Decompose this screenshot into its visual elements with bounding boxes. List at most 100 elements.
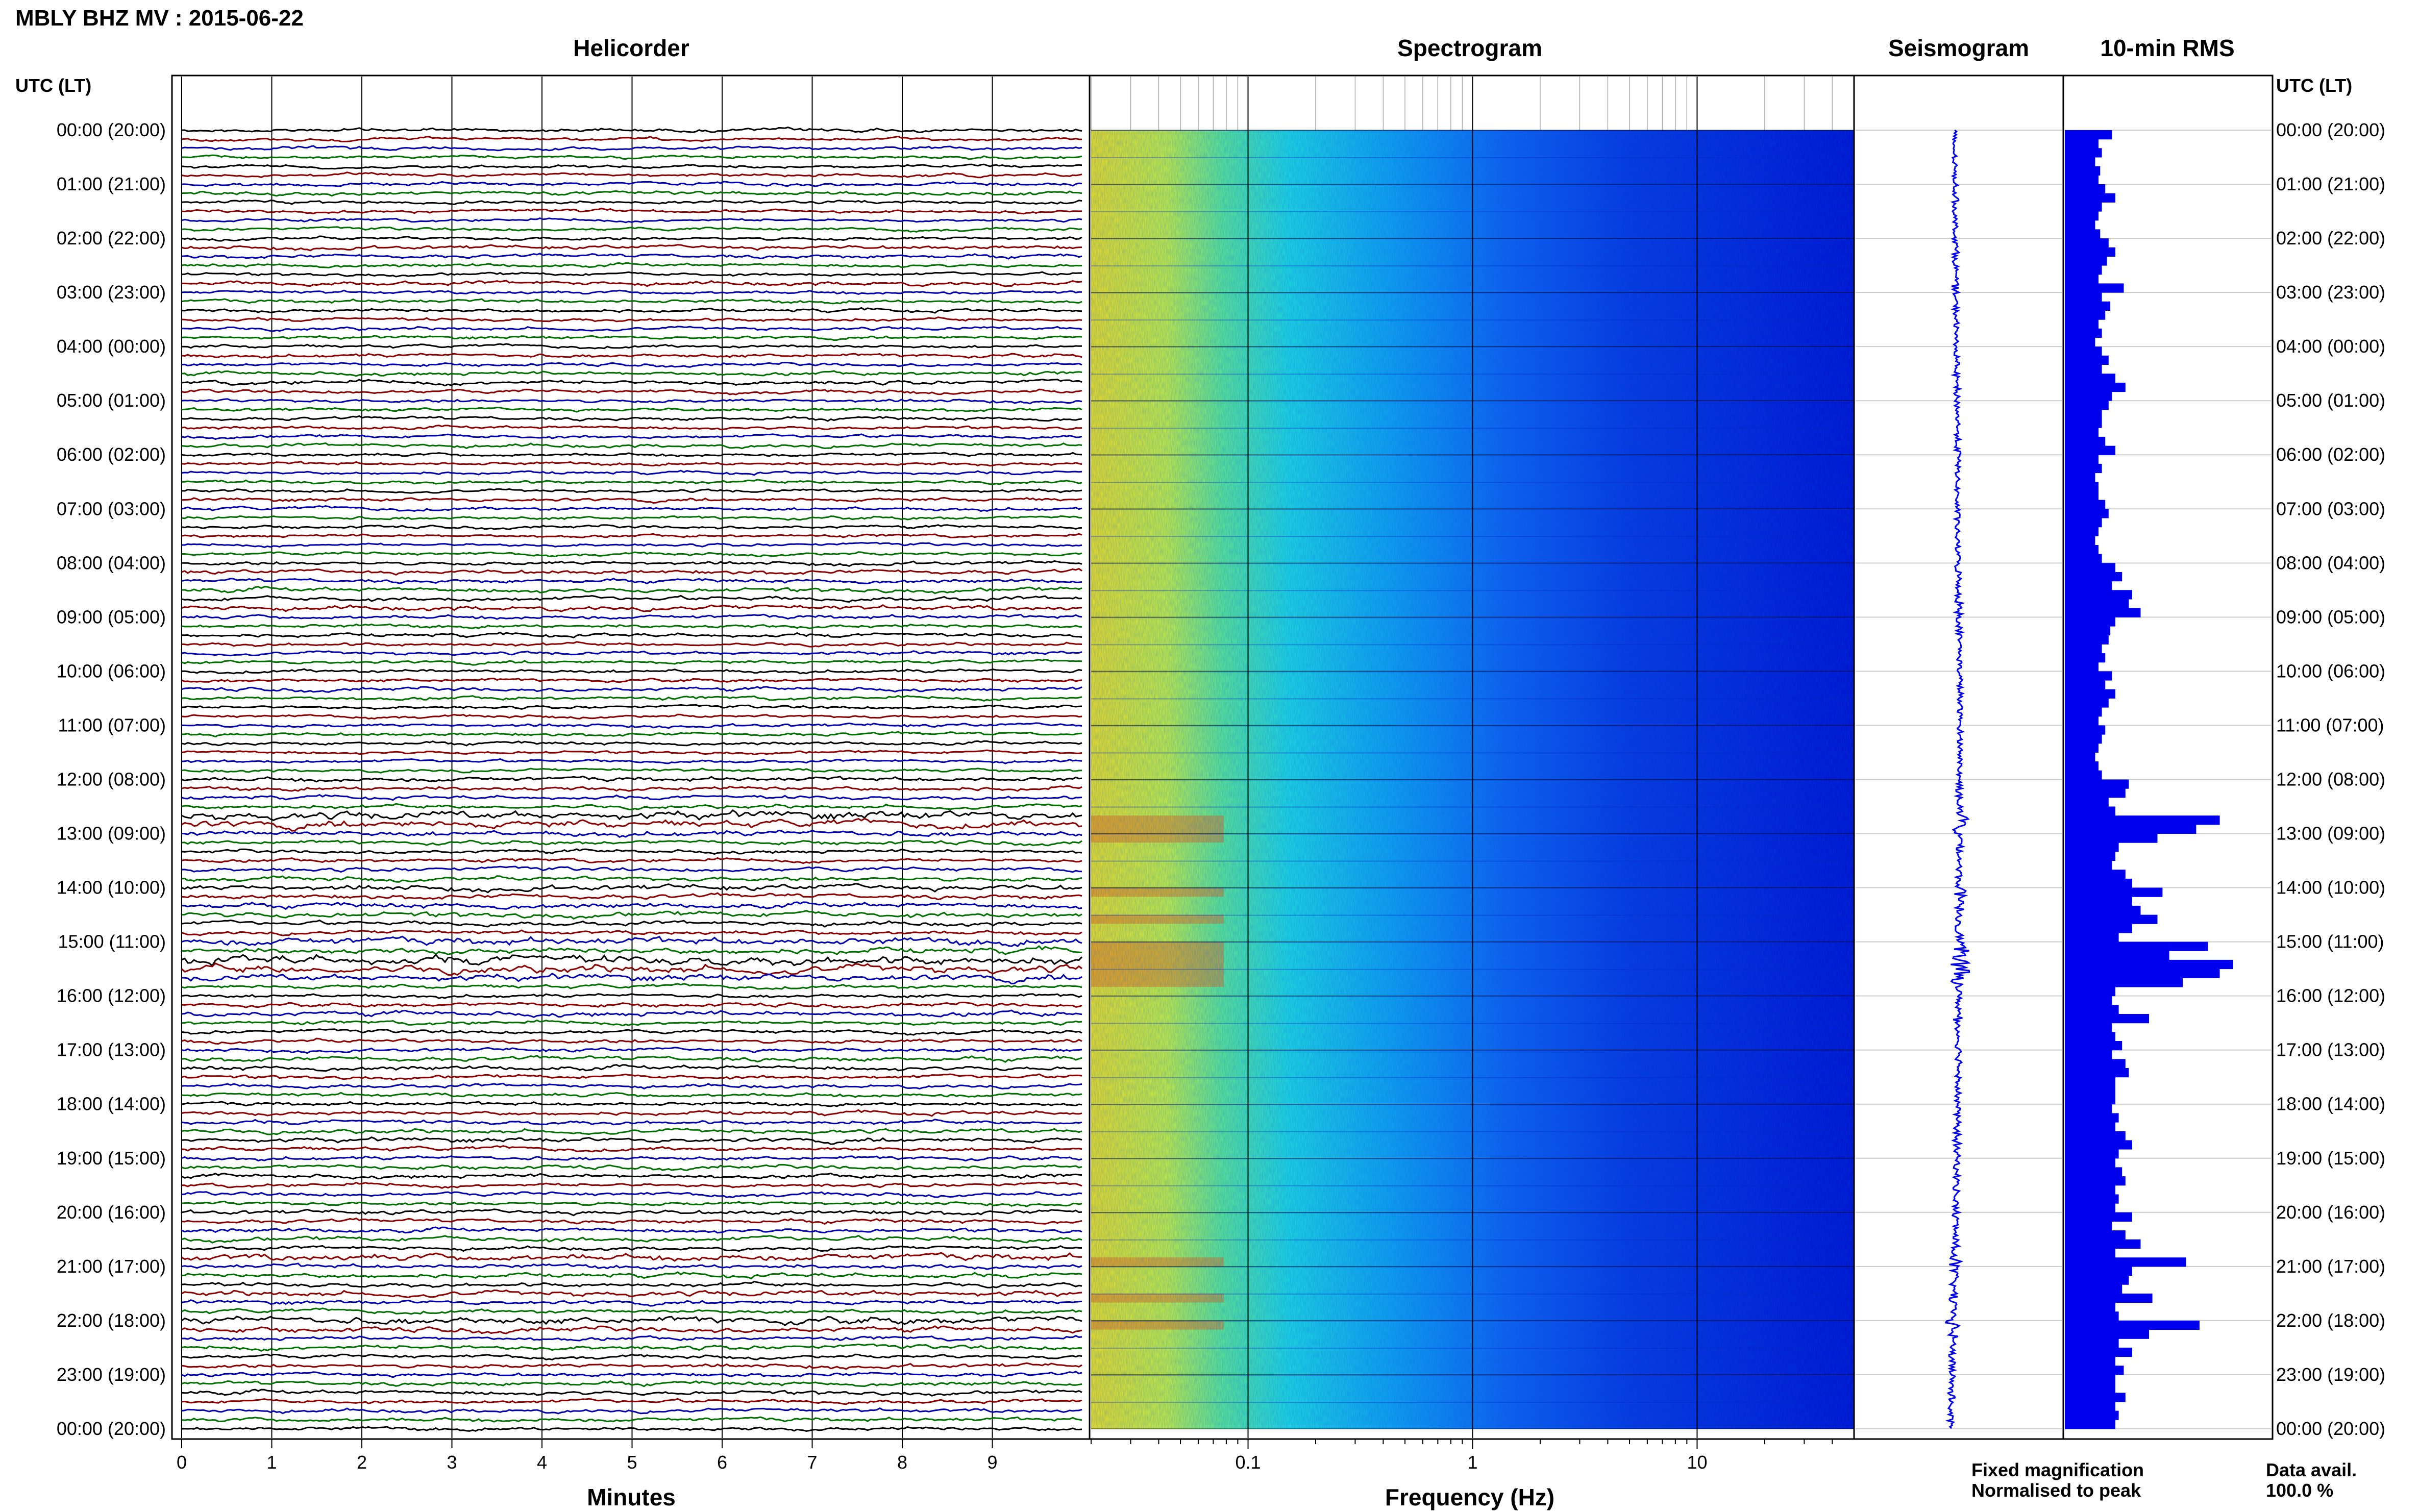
helicorder-trace [181, 919, 1082, 928]
minute-tick-label: 2 [357, 1452, 367, 1473]
helicorder-trace [181, 695, 1082, 702]
time-label-left: 13:00 (09:00) [57, 823, 166, 844]
rms-bar [2065, 1158, 2115, 1168]
rms-bar [2065, 617, 2115, 627]
time-label-right: 04:00 (00:00) [2276, 336, 2385, 357]
helicorder-trace [181, 1028, 1082, 1036]
helicorder-trace [181, 1047, 1082, 1054]
helicorder-trace [181, 253, 1082, 260]
helicorder-trace [181, 1064, 1082, 1072]
rms-bar [2065, 1311, 2119, 1321]
helicorder-trace [181, 1316, 1082, 1326]
rms-bar [2065, 527, 2099, 536]
rms-bar [2065, 500, 2106, 509]
rms-bar [2065, 1366, 2124, 1375]
rms-bar [2065, 355, 2109, 365]
freq-tick-label: 0.1 [1236, 1452, 1261, 1473]
time-label-left: 12:00 (08:00) [57, 769, 166, 789]
time-label-right: 02:00 (22:00) [2276, 228, 2385, 249]
helicorder-trace [181, 271, 1082, 278]
time-label-right: 17:00 (13:00) [2276, 1039, 2385, 1060]
rms-bar [2065, 815, 2220, 825]
helicorder-trace [181, 857, 1082, 864]
rms-bar [2065, 1149, 2119, 1159]
freq-tick-label: 10 [1687, 1452, 1707, 1473]
helicorder-trace [181, 1092, 1082, 1098]
rms-bar [2065, 1393, 2126, 1402]
rms-bar [2065, 987, 2115, 997]
rms-bar [2065, 924, 2132, 933]
helicorder-trace [181, 983, 1082, 990]
minute-tick-label: 6 [717, 1452, 727, 1473]
helicorder-trace [182, 631, 1082, 639]
helicorder-trace [181, 1426, 1082, 1432]
helicorder-x-label: Minutes [587, 1484, 676, 1510]
time-label-left: 23:00 (19:00) [57, 1364, 166, 1385]
rms-bar [2065, 1140, 2132, 1150]
helicorder-trace [181, 343, 1082, 350]
rms-bar [2065, 870, 2126, 879]
time-label-right: 22:00 (18:00) [2276, 1310, 2385, 1331]
helicorder-trace [181, 785, 1082, 792]
helicorder-trace [181, 289, 1082, 295]
rms-bar [2065, 797, 2109, 807]
helicorder-frame [171, 75, 1091, 1440]
time-label-left: 20:00 (16:00) [57, 1202, 166, 1223]
seismogram-trace [1944, 129, 1971, 1429]
rms-bar [2065, 1185, 2115, 1195]
time-label-left: 19:00 (15:00) [57, 1148, 166, 1169]
rms-bar [2065, 130, 2112, 140]
helicorder-trace [181, 1119, 1082, 1126]
helicorder-trace [181, 910, 1082, 920]
time-label-left: 04:00 (00:00) [57, 336, 166, 357]
helicorder-trace [181, 1262, 1082, 1270]
rms-bar [2065, 1032, 2115, 1042]
freq-tick-label: 1 [1467, 1452, 1477, 1473]
helicorder-trace [181, 775, 1082, 783]
helicorder-trace [181, 469, 1082, 476]
rms-bar [2065, 1167, 2122, 1177]
rms-bar [2065, 418, 2102, 428]
rms-bar [2065, 680, 2106, 690]
time-label-right: 21:00 (17:00) [2276, 1256, 2385, 1277]
helicorder-trace [181, 415, 1082, 422]
rms-bar [2065, 599, 2129, 609]
time-label-right: 20:00 (16:00) [2276, 1202, 2385, 1223]
helicorder-trace [181, 208, 1082, 215]
rms-bar [2065, 148, 2102, 158]
helicorder-trace [181, 1136, 1082, 1145]
rms-bar [2065, 1059, 2126, 1069]
left-time-labels: 00:00 (20:00) 01:00 (21:00) 02:00 (22:00) 0… [57, 119, 166, 1439]
rms-bar [2065, 473, 2095, 482]
rms-bar [2065, 455, 2099, 464]
minute-tick-label: 4 [537, 1452, 547, 1473]
helicorder-trace [181, 650, 1082, 657]
figure-title: MBLY BHZ MV : 2015-06-22 [15, 6, 304, 31]
rms-bar [2065, 139, 2099, 148]
time-label-left: 02:00 (22:00) [57, 228, 166, 249]
time-label-left: 00:00 (20:00) [57, 119, 166, 140]
helicorder-trace [181, 244, 1082, 252]
helicorder-trace [181, 713, 1082, 720]
rms-bar [2065, 698, 2109, 708]
rms-bar [2065, 211, 2099, 221]
rms-bar [2065, 319, 2099, 329]
helicorder-trace [181, 962, 1082, 976]
helicorder-trace [181, 217, 1082, 224]
helicorder-trace [181, 307, 1082, 314]
rms-bar [2065, 166, 2101, 176]
time-label-right: 03:00 (23:00) [2276, 282, 2385, 303]
rms-bar [2065, 608, 2141, 617]
rms-bar [2065, 743, 2099, 753]
rms-bar [2065, 247, 2115, 257]
helicorder-title: Helicorder [573, 35, 689, 61]
helicorder-trace [181, 1054, 1082, 1063]
helicorder-trace [181, 1271, 1082, 1280]
spectrogram-freq-grid [1091, 77, 1854, 1438]
rms-bar [2065, 590, 2132, 600]
rms-bar [2065, 274, 2099, 284]
time-label-left: 03:00 (23:00) [57, 282, 166, 303]
rms-bar [2065, 292, 2102, 302]
rms-bar [2065, 364, 2102, 374]
rms-bar [2065, 283, 2124, 293]
